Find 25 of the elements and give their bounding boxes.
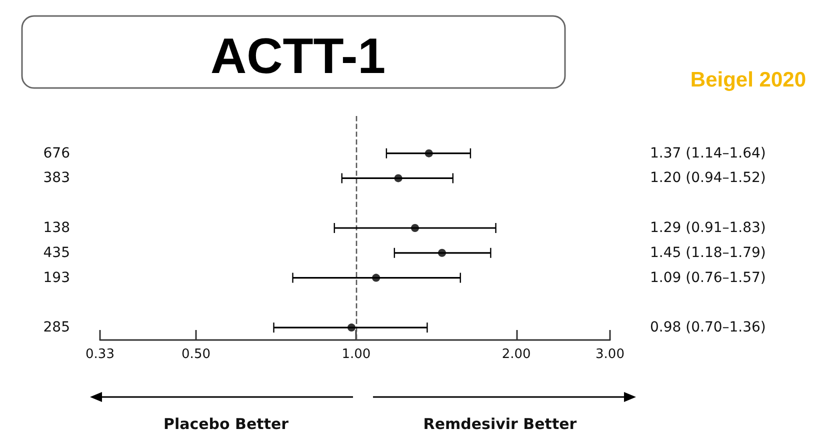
y-tick-label: 138 xyxy=(43,220,70,236)
point xyxy=(372,274,380,282)
x-tick-label: 2.00 xyxy=(502,347,531,362)
data-label: 0.98 (0.70–1.36) xyxy=(650,320,766,336)
point xyxy=(394,174,402,182)
point xyxy=(411,224,419,232)
x-tick-label: 0.33 xyxy=(86,347,114,362)
x-tick-label: 1.00 xyxy=(342,347,371,362)
y-tick-label: 676 xyxy=(43,145,70,162)
y-tick-label: 383 xyxy=(43,170,70,186)
data-label: 1.45 (1.18–1.79) xyxy=(650,244,766,261)
x-tick-label: 0.50 xyxy=(182,347,210,362)
chart-title: ACTT-1 xyxy=(210,28,386,84)
y-tick-label: 285 xyxy=(43,320,70,336)
data-label: 1.37 (1.14–1.64) xyxy=(650,145,766,162)
y-tick-label: 193 xyxy=(43,270,70,286)
point xyxy=(424,149,433,158)
y-tick-label: 435 xyxy=(43,244,70,261)
x-tick-label: 3.00 xyxy=(596,347,624,362)
data-label: 1.09 (0.76–1.57) xyxy=(650,270,766,286)
text: Remdesivir Better xyxy=(423,415,578,433)
data-label: 1.29 (0.91–1.83) xyxy=(650,220,766,236)
data-label: 1.20 (0.94–1.52) xyxy=(650,170,766,186)
text: Beigel 2020 xyxy=(690,68,806,92)
text: Placebo Better xyxy=(163,415,290,433)
